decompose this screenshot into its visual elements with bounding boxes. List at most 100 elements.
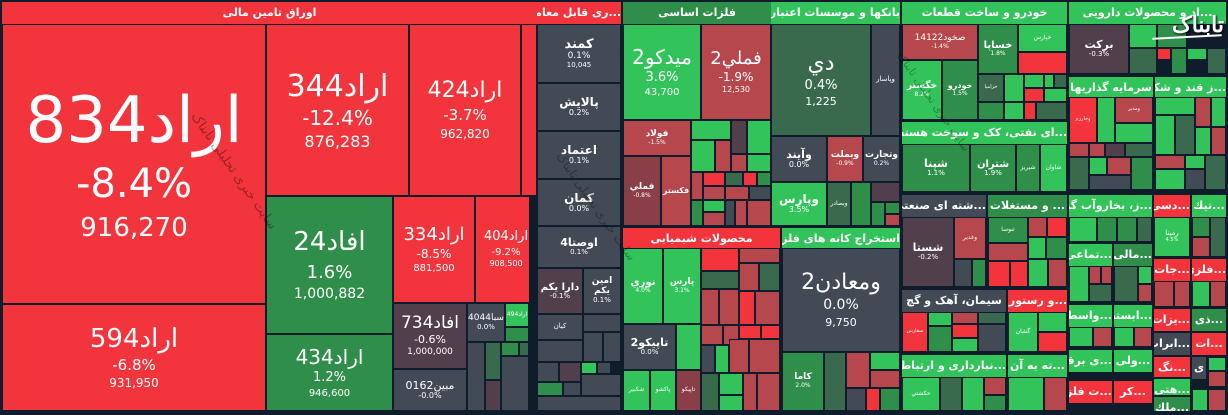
- tile-small[interactable]: [757, 172, 771, 186]
- tile-small[interactable]: [501, 342, 519, 356]
- sector-jewelry[interactable]: ...جات: [1154, 259, 1190, 307]
- tile-small[interactable]: [1192, 281, 1210, 307]
- tile-small[interactable]: [1089, 284, 1112, 302]
- tile-small[interactable]: [719, 289, 739, 325]
- tile-small[interactable]: [739, 263, 759, 291]
- tile-shiriz[interactable]: شیریز: [1016, 144, 1040, 192]
- tile-small[interactable]: [1024, 88, 1044, 102]
- tile-small[interactable]: [1210, 281, 1226, 307]
- tile-small[interactable]: [1192, 389, 1208, 411]
- sector-header[interactable]: خودرو و ساخت قطعات: [902, 2, 1067, 24]
- tile-khegostar[interactable]: خگستر 8.2%: [902, 60, 942, 120]
- tile-small[interactable]: [1115, 123, 1153, 143]
- tile-vamodir[interactable]: ومدیر: [1115, 97, 1153, 123]
- tile-tapiko2[interactable]: تاپیکو2 0.0%: [623, 324, 676, 370]
- sector-tradable-funds[interactable]: ...ری قابل معامله کمند 0.1% 10,045 پالای…: [537, 2, 621, 411]
- sector-basic-metals[interactable]: فلزات اساسی میدکو2 3.6% 43,700 فملي2 -1.…: [623, 2, 771, 226]
- tile-small[interactable]: [1097, 97, 1115, 143]
- tile-small[interactable]: [537, 396, 621, 411]
- tile-hakeshti[interactable]: حکشتي: [902, 377, 940, 411]
- tile-small[interactable]: [1131, 157, 1153, 190]
- tile-small[interactable]: [725, 186, 749, 200]
- tile-small[interactable]: [559, 362, 581, 382]
- tile-small[interactable]: [972, 259, 986, 287]
- tile-arad344[interactable]: اراد344 -12.4% 876,283: [266, 24, 409, 196]
- tile-fameli2[interactable]: فملي2 -1.9% 12,530: [701, 24, 771, 120]
- sector-pharmaceuticals[interactable]: ...اد و محصولات دارویی برکت -0.3%: [1069, 2, 1226, 74]
- tile-small[interactable]: [870, 370, 900, 388]
- tile-small[interactable]: [1174, 281, 1190, 307]
- tile-small[interactable]: [1155, 155, 1185, 169]
- sector-header[interactable]: سیمان، آهک و گچ: [902, 290, 1006, 312]
- sector-misc[interactable]: ...ات: [1192, 333, 1226, 355]
- tile-small[interactable]: [871, 182, 900, 202]
- sector-metal[interactable]: ...فلزی: [1192, 259, 1226, 307]
- sector-transport-storage[interactable]: ...نبارداری و ارتباطات حکشتي: [902, 355, 1006, 411]
- tile-small[interactable]: [505, 327, 529, 342]
- tile-small[interactable]: [1107, 157, 1131, 175]
- sector-investment[interactable]: سرمایه گذاریها وخارزم ومدیر: [1069, 77, 1153, 190]
- tile-small[interactable]: [952, 338, 978, 352]
- sector-food[interactable]: ...ذی: [1192, 309, 1226, 331]
- tile-small[interactable]: [1185, 155, 1205, 169]
- tile-small[interactable]: [583, 332, 603, 362]
- tile-mobin0162[interactable]: مبین0162 -0.0%: [393, 369, 467, 411]
- tile-kaman[interactable]: کمان 0.0%: [537, 179, 621, 226]
- tile-vpars[interactable]: وپارس 3.5%: [771, 182, 827, 226]
- tile-small[interactable]: [1004, 74, 1024, 102]
- sector-textiles[interactable]: ...ولی: [1114, 350, 1152, 378]
- tile-fameli[interactable]: فملي -0.8%: [623, 156, 661, 226]
- tile-small[interactable]: [1154, 281, 1174, 307]
- sector-real-estate[interactable]: ... و مستغلات ثنوسا: [988, 195, 1067, 287]
- tile-small[interactable]: [1069, 266, 1089, 302]
- tile-small[interactable]: [1069, 217, 1097, 242]
- tile-small[interactable]: [1134, 327, 1152, 347]
- sector-header[interactable]: ...ت فلزی: [1069, 381, 1112, 403]
- tile-small[interactable]: [940, 377, 962, 411]
- sector-header[interactable]: اوراق تامین مالی: [2, 2, 537, 24]
- tile-arad404[interactable]: اراد404 -9.2% 908,500: [475, 196, 537, 303]
- tile-small[interactable]: [1155, 169, 1185, 190]
- sector-financial[interactable]: ...مالی: [1114, 244, 1152, 302]
- tile-shetran[interactable]: شتران 1.9%: [970, 144, 1016, 192]
- tile-arad594[interactable]: اراد594 -6.8% 931,950: [2, 304, 266, 411]
- tile-small[interactable]: [1187, 48, 1207, 60]
- tile-small[interactable]: [1038, 332, 1067, 352]
- tile-small[interactable]: [701, 345, 715, 373]
- tile-sanusa[interactable]: ثنوسا: [988, 217, 1028, 243]
- tile-small[interactable]: [1018, 52, 1067, 74]
- tile-small[interactable]: [1010, 261, 1028, 287]
- tile-small[interactable]: [735, 200, 747, 226]
- tile-vamaaden2[interactable]: ومعادن2 0.0% 9,750: [782, 248, 900, 352]
- tile-small[interactable]: [691, 172, 703, 200]
- tile-vayand[interactable]: وآیند 0.0%: [771, 136, 827, 182]
- sector-equipment[interactable]: ...یزات: [1154, 309, 1190, 331]
- tile-small[interactable]: [563, 382, 581, 396]
- sector-header[interactable]: ...ی برقی: [1069, 350, 1112, 372]
- sector-header[interactable]: محصولات شیمیایی: [623, 228, 780, 250]
- tile-small[interactable]: [1097, 217, 1117, 242]
- tile-shekbir[interactable]: شکبیر: [623, 370, 650, 411]
- sector-header[interactable]: ...ابسته: [1114, 305, 1152, 327]
- tile-small[interactable]: [749, 186, 771, 200]
- tile-pakshu[interactable]: پاکشو: [650, 370, 676, 411]
- tile-small[interactable]: [581, 362, 597, 374]
- tile-small[interactable]: [1069, 143, 1089, 157]
- tile-small[interactable]: [1157, 48, 1171, 60]
- tile-foolad[interactable]: فولاد -1.5%: [623, 120, 691, 156]
- sector-utilities[interactable]: ...ز، بخاروآب گرم: [1069, 195, 1152, 242]
- tile-small[interactable]: [1008, 377, 1044, 411]
- sector-header[interactable]: ...یزات: [1154, 309, 1190, 331]
- tile-small[interactable]: [1129, 48, 1157, 74]
- tile-small[interactable]: [978, 102, 1004, 120]
- tile-small[interactable]: [739, 325, 761, 339]
- tile-afad734[interactable]: افاد734 -0.6% 1,000,000: [393, 303, 467, 369]
- tile-small[interactable]: [485, 380, 501, 411]
- tile-small[interactable]: [1175, 115, 1195, 155]
- tile-vapasar[interactable]: وپاسار: [871, 24, 900, 136]
- tile-arad494[interactable]: اراد494: [505, 303, 529, 327]
- tile-filler[interactable]: [529, 196, 537, 411]
- tile-khsapa[interactable]: خساپا 1.8%: [978, 24, 1018, 74]
- tile-small[interactable]: [871, 202, 885, 226]
- tile-small[interactable]: [537, 340, 583, 362]
